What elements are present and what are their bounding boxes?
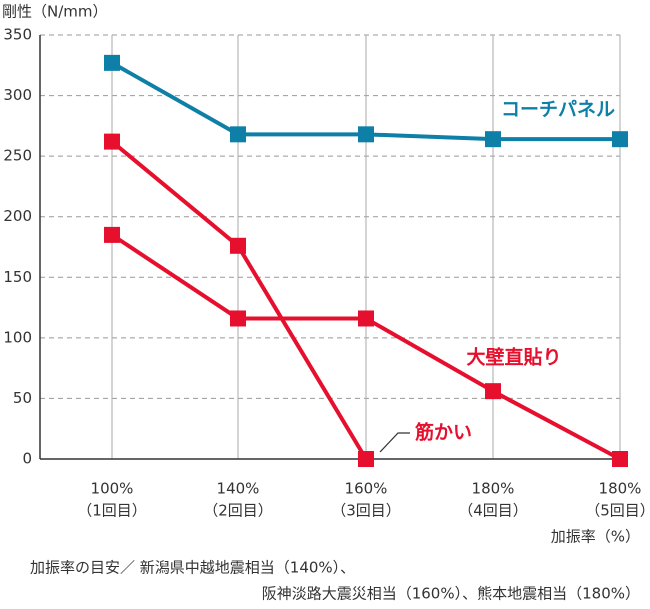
series-label: 筋かい <box>415 421 472 444</box>
y-tick-label: 350 <box>3 26 32 44</box>
marker <box>230 237 246 254</box>
note: 阪神淡路大震災相当（160%）、熊本地震相当（180%） <box>262 585 640 603</box>
y-tick-label: 300 <box>3 86 32 104</box>
series-label: コーチパネル <box>501 99 615 121</box>
marker <box>485 131 501 148</box>
y-tick-label: 150 <box>3 268 32 286</box>
x-tick-label: 160% <box>345 480 388 498</box>
marker <box>230 126 246 143</box>
x-axis-label: 加振率（%） <box>551 528 640 546</box>
marker <box>104 226 120 243</box>
x-tick-label: 140% <box>217 480 260 498</box>
note: 加振率の目安／ 新潟県中越地震相当（140%）、 <box>30 559 355 577</box>
y-axis-label: 剛性（N/mm） <box>2 3 108 21</box>
x-tick-label: （5回目） <box>585 502 650 520</box>
y-tick-label: 0 <box>22 450 32 468</box>
marker <box>612 131 628 148</box>
series-line <box>110 140 368 461</box>
marker <box>230 310 246 327</box>
x-tick-label: 180% <box>599 480 642 498</box>
marker <box>358 451 374 467</box>
y-tick-label: 100 <box>3 328 32 346</box>
y-tick-label: 50 <box>13 389 32 407</box>
marker <box>104 54 120 71</box>
marker <box>358 126 374 143</box>
series-label: 大壁直貼り <box>466 346 561 369</box>
marker <box>104 133 120 150</box>
x-tick-label: 100% <box>91 480 134 498</box>
y-tick-label: 250 <box>3 147 32 165</box>
x-tick-label: （3回目） <box>331 502 401 520</box>
marker <box>358 310 374 327</box>
x-tick-label: （4回目） <box>458 502 528 520</box>
marker <box>612 451 628 467</box>
leader-line <box>379 432 410 453</box>
marker <box>485 383 501 400</box>
x-tick-label: 180% <box>472 480 515 498</box>
x-tick-label: （1回目） <box>77 502 147 520</box>
x-tick-label: （2回目） <box>203 502 273 520</box>
y-tick-label: 200 <box>3 207 32 225</box>
